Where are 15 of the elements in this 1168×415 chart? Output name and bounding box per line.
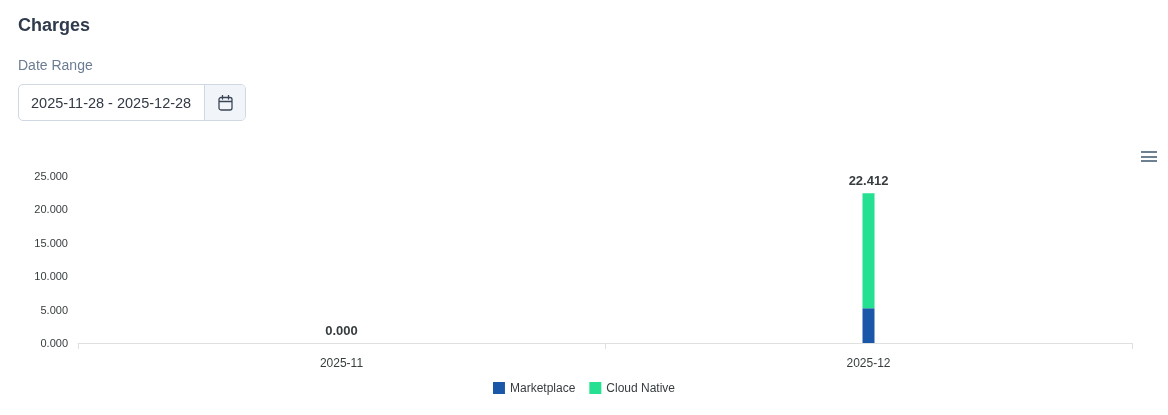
legend-label: Cloud Native bbox=[606, 381, 676, 395]
y-tick-label: 5.000 bbox=[40, 303, 68, 316]
x-tick-label: 2025-11 bbox=[319, 356, 364, 370]
y-tick-label: 0.000 bbox=[40, 337, 68, 349]
chart-title: Charges bbox=[18, 15, 91, 36]
total-label: 0.000 bbox=[325, 323, 358, 338]
x-tick-label: 2025-12 bbox=[846, 356, 891, 370]
y-tick-label: 20.000 bbox=[34, 203, 68, 216]
date-range-field: 2025-11-28 - 2025-12-28 bbox=[18, 84, 247, 121]
text: Date Range bbox=[18, 57, 93, 73]
y-tick-label: 15.000 bbox=[34, 236, 68, 249]
legend-label: Marketplace bbox=[509, 381, 576, 395]
y-tick-label: 10.000 bbox=[34, 270, 68, 283]
total-label: 22.412 bbox=[848, 173, 889, 189]
y-tick-label: 25.000 bbox=[34, 170, 68, 182]
